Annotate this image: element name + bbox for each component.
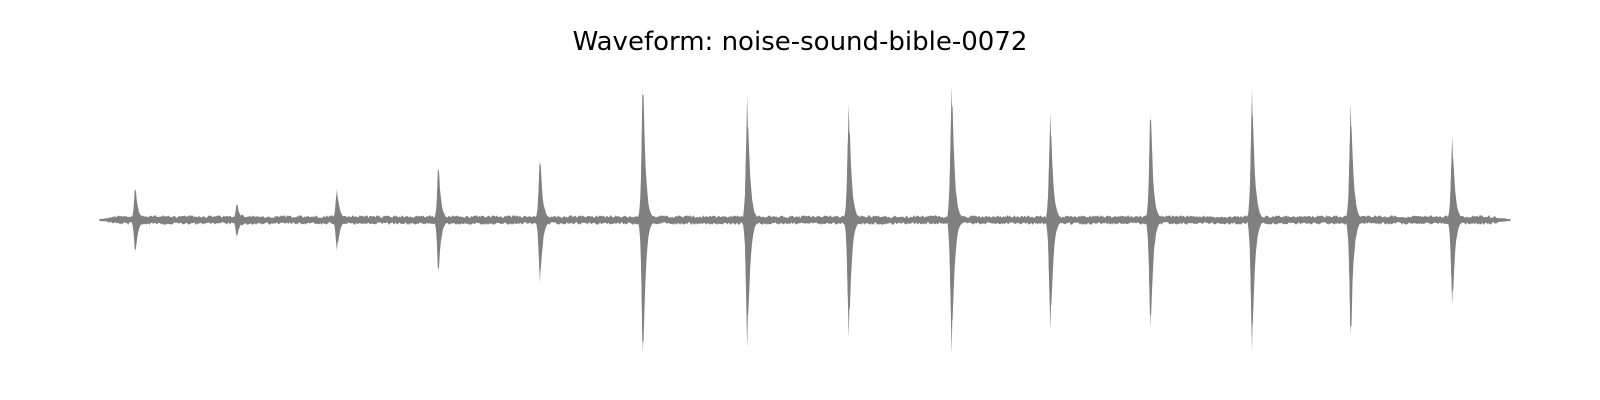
waveform-envelope xyxy=(99,94,1511,342)
waveform-peak-6 xyxy=(640,87,646,354)
waveform-peak-10 xyxy=(1047,111,1053,332)
waveform-peak-1 xyxy=(132,189,138,253)
waveform-peak-13 xyxy=(1348,102,1354,337)
waveform-peak-11 xyxy=(1147,114,1154,329)
waveform-peak-3 xyxy=(334,189,340,251)
waveform-peak-9 xyxy=(949,86,955,354)
chart-title: Waveform: noise-sound-bible-0072 xyxy=(572,27,1028,57)
waveform-peak-7 xyxy=(744,95,750,349)
waveform-peak-14 xyxy=(1449,135,1455,306)
waveform-peak-12 xyxy=(1249,88,1255,352)
waveform-peak-5 xyxy=(537,159,543,283)
waveform-peak-2 xyxy=(234,203,240,238)
waveform-peak-4 xyxy=(435,169,441,273)
waveform-peak-8 xyxy=(846,103,852,338)
waveform-area xyxy=(99,86,1511,354)
